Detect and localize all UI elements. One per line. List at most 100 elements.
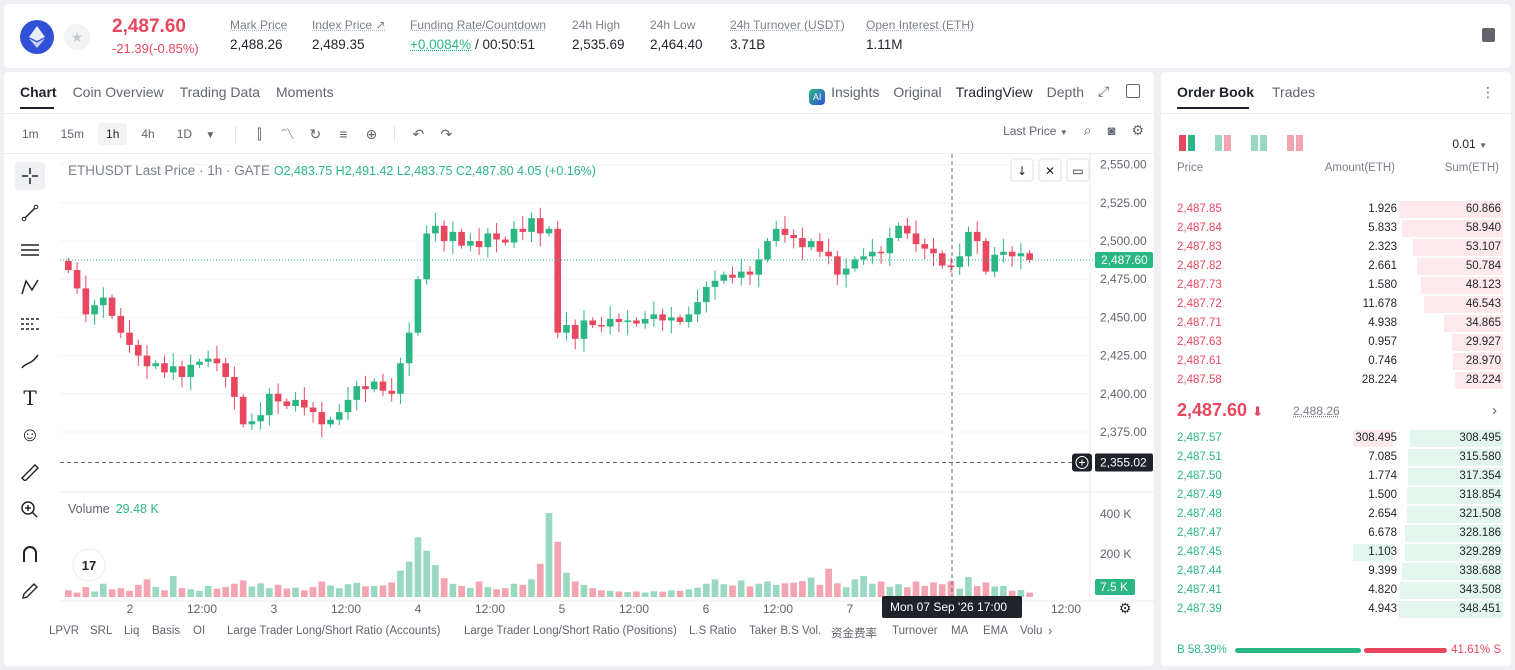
undo-icon[interactable]: ↶ xyxy=(412,125,425,142)
ask-row[interactable]: 2,487.73 1.580 48.123 xyxy=(1169,276,1503,295)
mid-mark-price[interactable]: 2,488.26 xyxy=(1293,404,1340,418)
search-icon[interactable]: ⌕ xyxy=(1083,122,1092,138)
indicator-tab[interactable]: Liq xyxy=(124,625,140,637)
ask-row[interactable]: 2,487.84 5.833 58.940 xyxy=(1169,219,1503,238)
window-icon[interactable] xyxy=(1126,84,1140,98)
tab-chart[interactable]: Chart xyxy=(20,84,57,109)
layout-bids-icon[interactable] xyxy=(1251,135,1267,151)
redo-icon[interactable]: ↷ xyxy=(440,125,453,142)
gear-icon[interactable]: ⚙ xyxy=(1131,122,1144,138)
fib-tool-icon[interactable] xyxy=(15,236,45,264)
arrow-down-button xyxy=(1010,158,1034,182)
guide-book-icon[interactable] xyxy=(1482,28,1495,42)
ruler-tool-icon[interactable] xyxy=(15,458,45,486)
indicator-tab[interactable]: LPVR xyxy=(49,625,80,637)
ask-row[interactable]: 2,487.63 0.957 29.927 xyxy=(1169,333,1503,352)
row-sum: 315.580 xyxy=(1459,451,1501,463)
chart-canvas[interactable]: 2,550.00 2,525.00 2,500.00 2,475.00 2,450.00… xyxy=(4,72,1154,666)
bid-row[interactable]: 2,487.47 6.678 328.186 xyxy=(1169,524,1503,543)
candle-body xyxy=(467,241,474,246)
interval-1d[interactable]: 1D ▼ xyxy=(176,127,216,141)
prediction-tool-icon[interactable] xyxy=(15,310,45,338)
pattern-tool-icon[interactable] xyxy=(15,273,45,301)
depth-bar xyxy=(1455,372,1503,389)
view-tradingview[interactable]: TradingView xyxy=(955,84,1033,100)
bid-row[interactable]: 2,487.44 9.399 338.688 xyxy=(1169,562,1503,581)
interval-15m[interactable]: 15m xyxy=(60,127,85,141)
interval-1h[interactable]: 1h xyxy=(98,123,128,145)
text-tool-icon[interactable]: T xyxy=(23,386,37,410)
reload-icon[interactable]: ↻ xyxy=(309,125,322,142)
tab-trading-data[interactable]: Trading Data xyxy=(179,84,261,100)
indicators-icon[interactable]: 〽 xyxy=(280,126,295,142)
precision-select[interactable]: 0.01 ▼ xyxy=(1452,137,1487,151)
edit-pencil-icon[interactable] xyxy=(15,577,45,605)
bid-row[interactable]: 2,487.41 4.820 343.508 xyxy=(1169,581,1503,600)
price-type-select[interactable]: Last Price ▼ xyxy=(1003,123,1068,138)
indicator-tab[interactable]: EMA xyxy=(983,625,1008,637)
indicator-tab[interactable]: SRL xyxy=(90,625,113,637)
volume-bar xyxy=(467,588,474,597)
tab-coin-overview[interactable]: Coin Overview xyxy=(72,84,164,100)
bid-row[interactable]: 2,487.50 1.774 317.354 xyxy=(1169,467,1503,486)
view-original[interactable]: Original xyxy=(893,84,942,100)
tab-moments[interactable]: Moments xyxy=(276,84,334,100)
bid-row[interactable]: 2,487.45 1.103 329.289 xyxy=(1169,543,1503,562)
indicator-tab[interactable]: 资金费率 xyxy=(831,628,877,640)
more-menu-icon[interactable]: ⋮ xyxy=(1481,84,1495,100)
layout-mixed-icon[interactable] xyxy=(1215,135,1231,151)
candle-body xyxy=(869,251,876,257)
ask-row[interactable]: 2,487.85 1.926 60.866 xyxy=(1169,200,1503,219)
tab-order-book[interactable]: Order Book xyxy=(1177,84,1254,109)
view-insights[interactable]: AI Insights xyxy=(809,84,879,105)
bids-list: 2,487.57 308.495 308.495 2,487.51 7.085 315.5… xyxy=(1169,429,1503,619)
emoji-tool-icon[interactable]: ☺ xyxy=(19,423,41,446)
indicator-tab[interactable]: Basis xyxy=(152,625,181,637)
candle-type-icon[interactable]: ⫿ xyxy=(257,125,262,142)
candle-body xyxy=(1026,253,1033,260)
indicator-tab[interactable]: Large Trader Long/Short Ratio (Positions… xyxy=(464,625,677,637)
view-depth[interactable]: Depth xyxy=(1046,84,1084,100)
funding-rate-value[interactable]: +0.0084% xyxy=(410,37,472,52)
bid-row[interactable]: 2,487.51 7.085 315.580 xyxy=(1169,448,1503,467)
crosshair-tool-icon[interactable] xyxy=(15,162,45,190)
indicator-tab[interactable]: MA xyxy=(951,625,969,637)
price-change: -21.39(-0.85%) xyxy=(112,41,199,56)
ask-row[interactable]: 2,487.58 28.224 28.224 xyxy=(1169,371,1503,390)
tab-trades[interactable]: Trades xyxy=(1272,84,1316,100)
layout-asks-icon[interactable] xyxy=(1287,135,1303,151)
expand-icon[interactable]: ⤢ xyxy=(1098,83,1110,99)
bid-row[interactable]: 2,487.48 2.654 321.508 xyxy=(1169,505,1503,524)
indicator-tab[interactable]: Large Trader Long/Short Ratio (Accounts) xyxy=(227,625,441,637)
bid-row[interactable]: 2,487.57 308.495 308.495 xyxy=(1169,429,1503,448)
indicator-tab[interactable]: Taker B.S Vol. xyxy=(749,625,822,637)
ask-row[interactable]: 2,487.83 2.323 53.107 xyxy=(1169,238,1503,257)
templates-icon[interactable]: ≡ xyxy=(339,126,348,142)
chevron-right-icon[interactable]: › xyxy=(1048,623,1053,638)
ask-row[interactable]: 2,487.82 2.661 50.784 xyxy=(1169,257,1503,276)
ask-row[interactable]: 2,487.61 0.746 28.970 xyxy=(1169,352,1503,371)
amount-bar xyxy=(1352,544,1393,561)
zoom-in-tool-icon[interactable] xyxy=(15,495,45,523)
bid-row[interactable]: 2,487.39 4.943 348.451 xyxy=(1169,600,1503,619)
chevron-right-icon[interactable]: › xyxy=(1492,402,1497,419)
layout-both-icon[interactable] xyxy=(1179,135,1195,151)
ask-row[interactable]: 2,487.72 11.678 46.543 xyxy=(1169,295,1503,314)
indicator-tab[interactable]: OI xyxy=(193,625,206,637)
camera-icon[interactable]: ◙ xyxy=(1107,123,1116,138)
bid-row[interactable]: 2,487.49 1.500 318.854 xyxy=(1169,486,1503,505)
ask-row[interactable]: 2,487.71 4.938 34.865 xyxy=(1169,314,1503,333)
indicator-tab[interactable]: Turnover xyxy=(892,625,938,637)
interval-4h[interactable]: 4h xyxy=(141,127,155,141)
volume-bar xyxy=(248,586,256,597)
favorite-star-icon[interactable]: ★ xyxy=(64,24,90,50)
add-plus-icon[interactable]: ⊕ xyxy=(365,125,378,142)
brush-tool-icon[interactable] xyxy=(15,347,45,375)
magnet-tool-icon[interactable] xyxy=(15,540,45,568)
interval-1m[interactable]: 1m xyxy=(22,127,39,141)
indicator-tab[interactable]: L.S Ratio xyxy=(689,625,737,637)
indicator-tab[interactable]: Volu xyxy=(1020,625,1043,637)
volume-bar xyxy=(895,584,902,597)
candle-body xyxy=(187,364,195,377)
trend-line-tool-icon[interactable] xyxy=(15,199,45,227)
